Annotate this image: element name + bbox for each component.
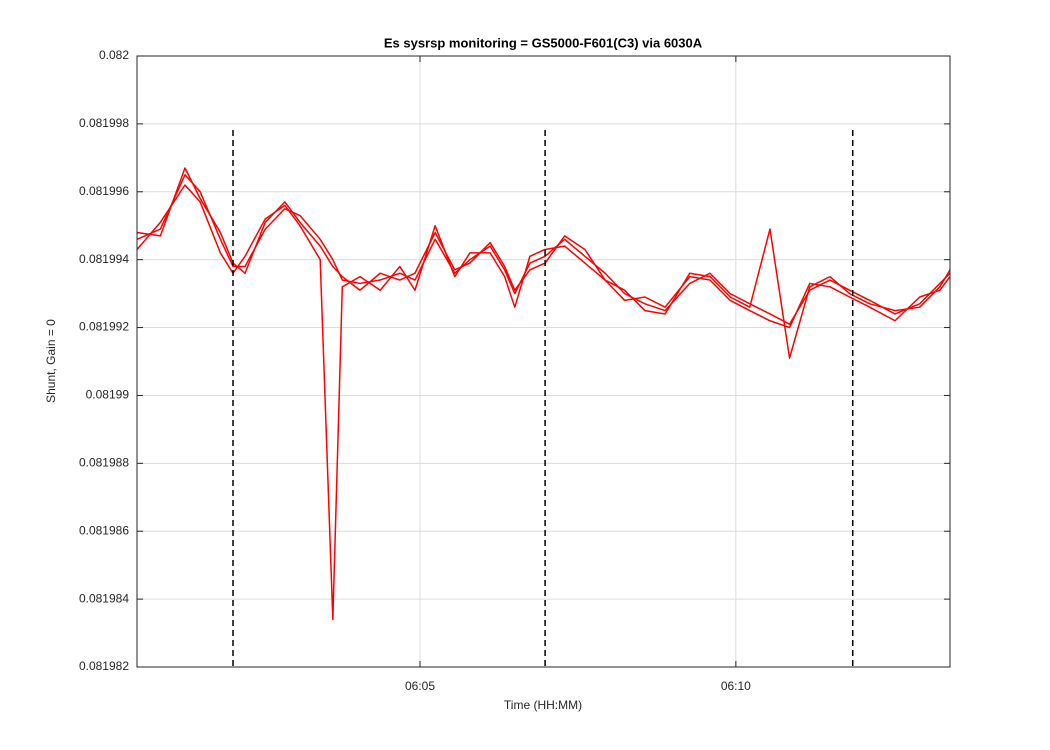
y-tick-label: 0.081998 [79,116,129,130]
y-tick-label: 0.081988 [79,456,129,470]
y-tick-label: 0.081984 [79,591,129,605]
x-tick-label: 06:10 [721,679,751,693]
y-tick-label: 0.081994 [79,252,129,266]
y-tick-label: 0.081996 [79,184,129,198]
y-axis-label: Shunt, Gain = 0 [44,319,58,403]
y-tick-label: 0.081982 [79,659,129,673]
data-line [136,184,951,621]
x-axis-label: Time (HH:MM) [504,698,582,712]
chart-title: Es sysrsp monitoring = GS5000-F601(C3) v… [384,35,703,50]
data-line [136,167,951,359]
y-tick-label: 0.082 [99,48,129,62]
x-tick-label: 06:05 [405,679,435,693]
plot-frame [136,55,951,668]
data-line [136,174,951,325]
y-tick-label: 0.081986 [79,523,129,537]
y-tick-label: 0.08199 [86,388,130,402]
y-tick-label: 0.081992 [79,320,129,334]
